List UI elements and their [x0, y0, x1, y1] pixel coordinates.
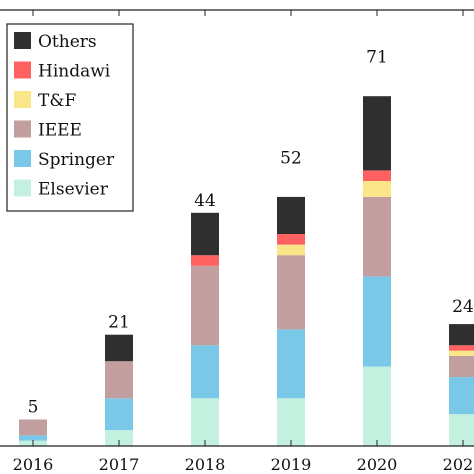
legend-label-elsevier: Elsevier — [38, 180, 109, 200]
bar-segment-elsevier-2019 — [277, 398, 305, 446]
x-tick-label-2020: 2020 — [357, 455, 398, 474]
bar-segment-springer-2017 — [105, 398, 133, 431]
legend: Others Hindawi T&F IEEE Springer Elsevier — [6, 23, 134, 212]
x-tick-label-2021: 2021 — [443, 455, 474, 474]
bar-segment-ieee-2021 — [449, 355, 474, 378]
total-label-2020: 71 — [366, 48, 388, 68]
bar-segment-others-2018 — [191, 212, 219, 256]
legend-label-ieee: IEEE — [38, 121, 82, 141]
bar-segment-springer-2021 — [449, 377, 474, 415]
legend-swatch-others — [14, 32, 31, 49]
x-tick-label-2017: 2017 — [99, 455, 140, 474]
total-label-2018: 44 — [194, 191, 216, 211]
bar-segment-ieee-2018 — [191, 265, 219, 346]
total-label-2021: 24 — [452, 297, 474, 317]
bar-segment-others-2019 — [277, 196, 305, 234]
total-label-2017: 21 — [108, 313, 130, 333]
legend-label-others: Others — [38, 32, 97, 52]
legend-label-springer: Springer — [38, 150, 115, 170]
x-tick-label-2018: 2018 — [185, 455, 226, 474]
bar-segment-elsevier-2018 — [191, 398, 219, 446]
bar-segment-elsevier-2020 — [363, 366, 391, 446]
legend-swatch-tandf — [14, 91, 31, 108]
bar-segment-hindawi-2021 — [449, 345, 474, 351]
x-tick-label-2019: 2019 — [271, 455, 312, 474]
bar-segment-ieee-2017 — [105, 361, 133, 399]
bar-segment-tandf-2019 — [277, 244, 305, 256]
legend-label-hindawi: Hindawi — [38, 62, 111, 82]
bar-segment-tandf-2021 — [449, 350, 474, 356]
bar-segment-springer-2019 — [277, 329, 305, 399]
bar-segment-ieee-2019 — [277, 255, 305, 330]
legend-swatch-springer — [14, 150, 31, 167]
bar-segment-hindawi-2020 — [363, 170, 391, 181]
bar-segment-ieee-2016 — [19, 419, 47, 436]
bar-segment-hindawi-2018 — [191, 255, 219, 266]
axes-group: 2016 2017 2018 2019 2020 2021 — [0, 9, 474, 474]
bar-segment-ieee-2020 — [363, 196, 391, 277]
bar-segment-others-2020 — [363, 96, 391, 171]
bar-segment-elsevier-2017 — [105, 430, 133, 446]
bar-segment-springer-2018 — [191, 345, 219, 399]
legend-swatch-elsevier — [14, 179, 31, 197]
x-tick-label-2016: 2016 — [13, 455, 54, 474]
bar-segment-elsevier-2021 — [449, 414, 474, 446]
bar-segment-springer-2016 — [19, 435, 47, 441]
total-labels-group: 5 21 44 52 71 24 — [28, 48, 474, 418]
bar-segment-others-2017 — [105, 334, 133, 362]
legend-swatch-hindawi — [14, 61, 31, 79]
total-label-2016: 5 — [28, 398, 39, 418]
bar-segment-others-2021 — [449, 324, 474, 346]
total-label-2019: 52 — [280, 148, 302, 168]
bar-segment-tandf-2020 — [363, 181, 391, 197]
legend-swatch-ieee — [14, 120, 31, 138]
bar-segment-springer-2020 — [363, 276, 391, 367]
legend-label-tandf: T&F — [38, 91, 76, 111]
bars-group — [19, 96, 474, 446]
bar-segment-hindawi-2019 — [277, 234, 305, 245]
